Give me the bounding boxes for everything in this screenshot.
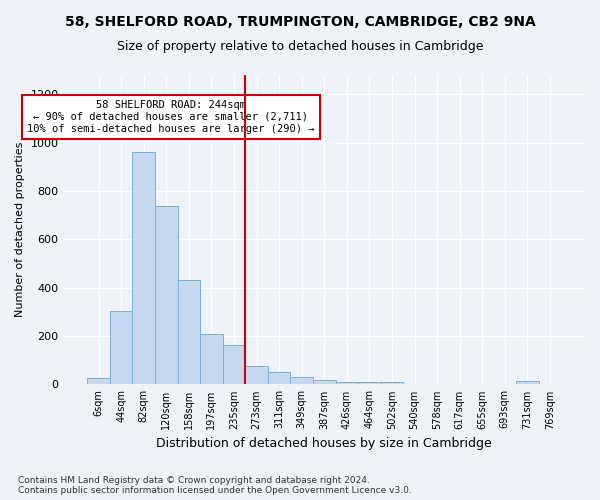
Text: 58 SHELFORD ROAD: 244sqm
← 90% of detached houses are smaller (2,711)
10% of sem: 58 SHELFORD ROAD: 244sqm ← 90% of detach…	[27, 100, 314, 134]
Bar	[245, 366, 268, 384]
Bar	[155, 206, 178, 384]
Bar	[516, 381, 539, 384]
Bar	[268, 372, 290, 384]
Bar	[87, 378, 110, 384]
Bar	[110, 310, 133, 384]
X-axis label: Distribution of detached houses by size in Cambridge: Distribution of detached houses by size …	[157, 437, 492, 450]
Bar	[358, 382, 381, 384]
Bar	[223, 344, 245, 385]
Text: 58, SHELFORD ROAD, TRUMPINGTON, CAMBRIDGE, CB2 9NA: 58, SHELFORD ROAD, TRUMPINGTON, CAMBRIDG…	[65, 15, 535, 29]
Bar	[178, 280, 200, 384]
Bar	[381, 382, 403, 384]
Text: Contains HM Land Registry data © Crown copyright and database right 2024.
Contai: Contains HM Land Registry data © Crown c…	[18, 476, 412, 495]
Bar	[133, 152, 155, 384]
Bar	[200, 334, 223, 384]
Bar	[290, 377, 313, 384]
Text: Size of property relative to detached houses in Cambridge: Size of property relative to detached ho…	[117, 40, 483, 53]
Y-axis label: Number of detached properties: Number of detached properties	[15, 142, 25, 318]
Bar	[335, 382, 358, 384]
Bar	[313, 380, 335, 384]
